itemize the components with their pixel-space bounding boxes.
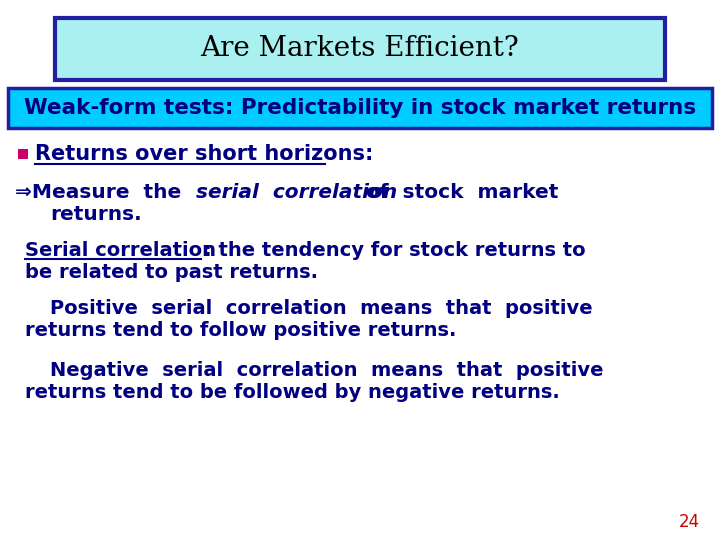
Bar — [18, 149, 28, 159]
Text: 24: 24 — [679, 513, 700, 531]
FancyBboxPatch shape — [55, 18, 665, 80]
Text: be related to past returns.: be related to past returns. — [25, 262, 318, 281]
Text: ⇒Measure  the: ⇒Measure the — [15, 184, 195, 202]
Text: : the tendency for stock returns to: : the tendency for stock returns to — [204, 240, 585, 260]
Text: of  stock  market: of stock market — [352, 184, 559, 202]
Text: serial  correlation: serial correlation — [196, 184, 397, 202]
Text: Positive  serial  correlation  means  that  positive: Positive serial correlation means that p… — [50, 299, 593, 318]
Text: returns tend to follow positive returns.: returns tend to follow positive returns. — [25, 321, 456, 340]
Text: returns.: returns. — [50, 206, 142, 225]
Text: Serial correlation: Serial correlation — [25, 240, 216, 260]
Text: returns tend to be followed by negative returns.: returns tend to be followed by negative … — [25, 382, 559, 402]
FancyBboxPatch shape — [8, 88, 712, 128]
Text: Are Markets Efficient?: Are Markets Efficient? — [201, 36, 519, 63]
Text: Negative  serial  correlation  means  that  positive: Negative serial correlation means that p… — [50, 361, 603, 380]
Text: Returns over short horizons:: Returns over short horizons: — [35, 144, 374, 164]
Text: Weak-form tests: Predictability in stock market returns: Weak-form tests: Predictability in stock… — [24, 98, 696, 118]
